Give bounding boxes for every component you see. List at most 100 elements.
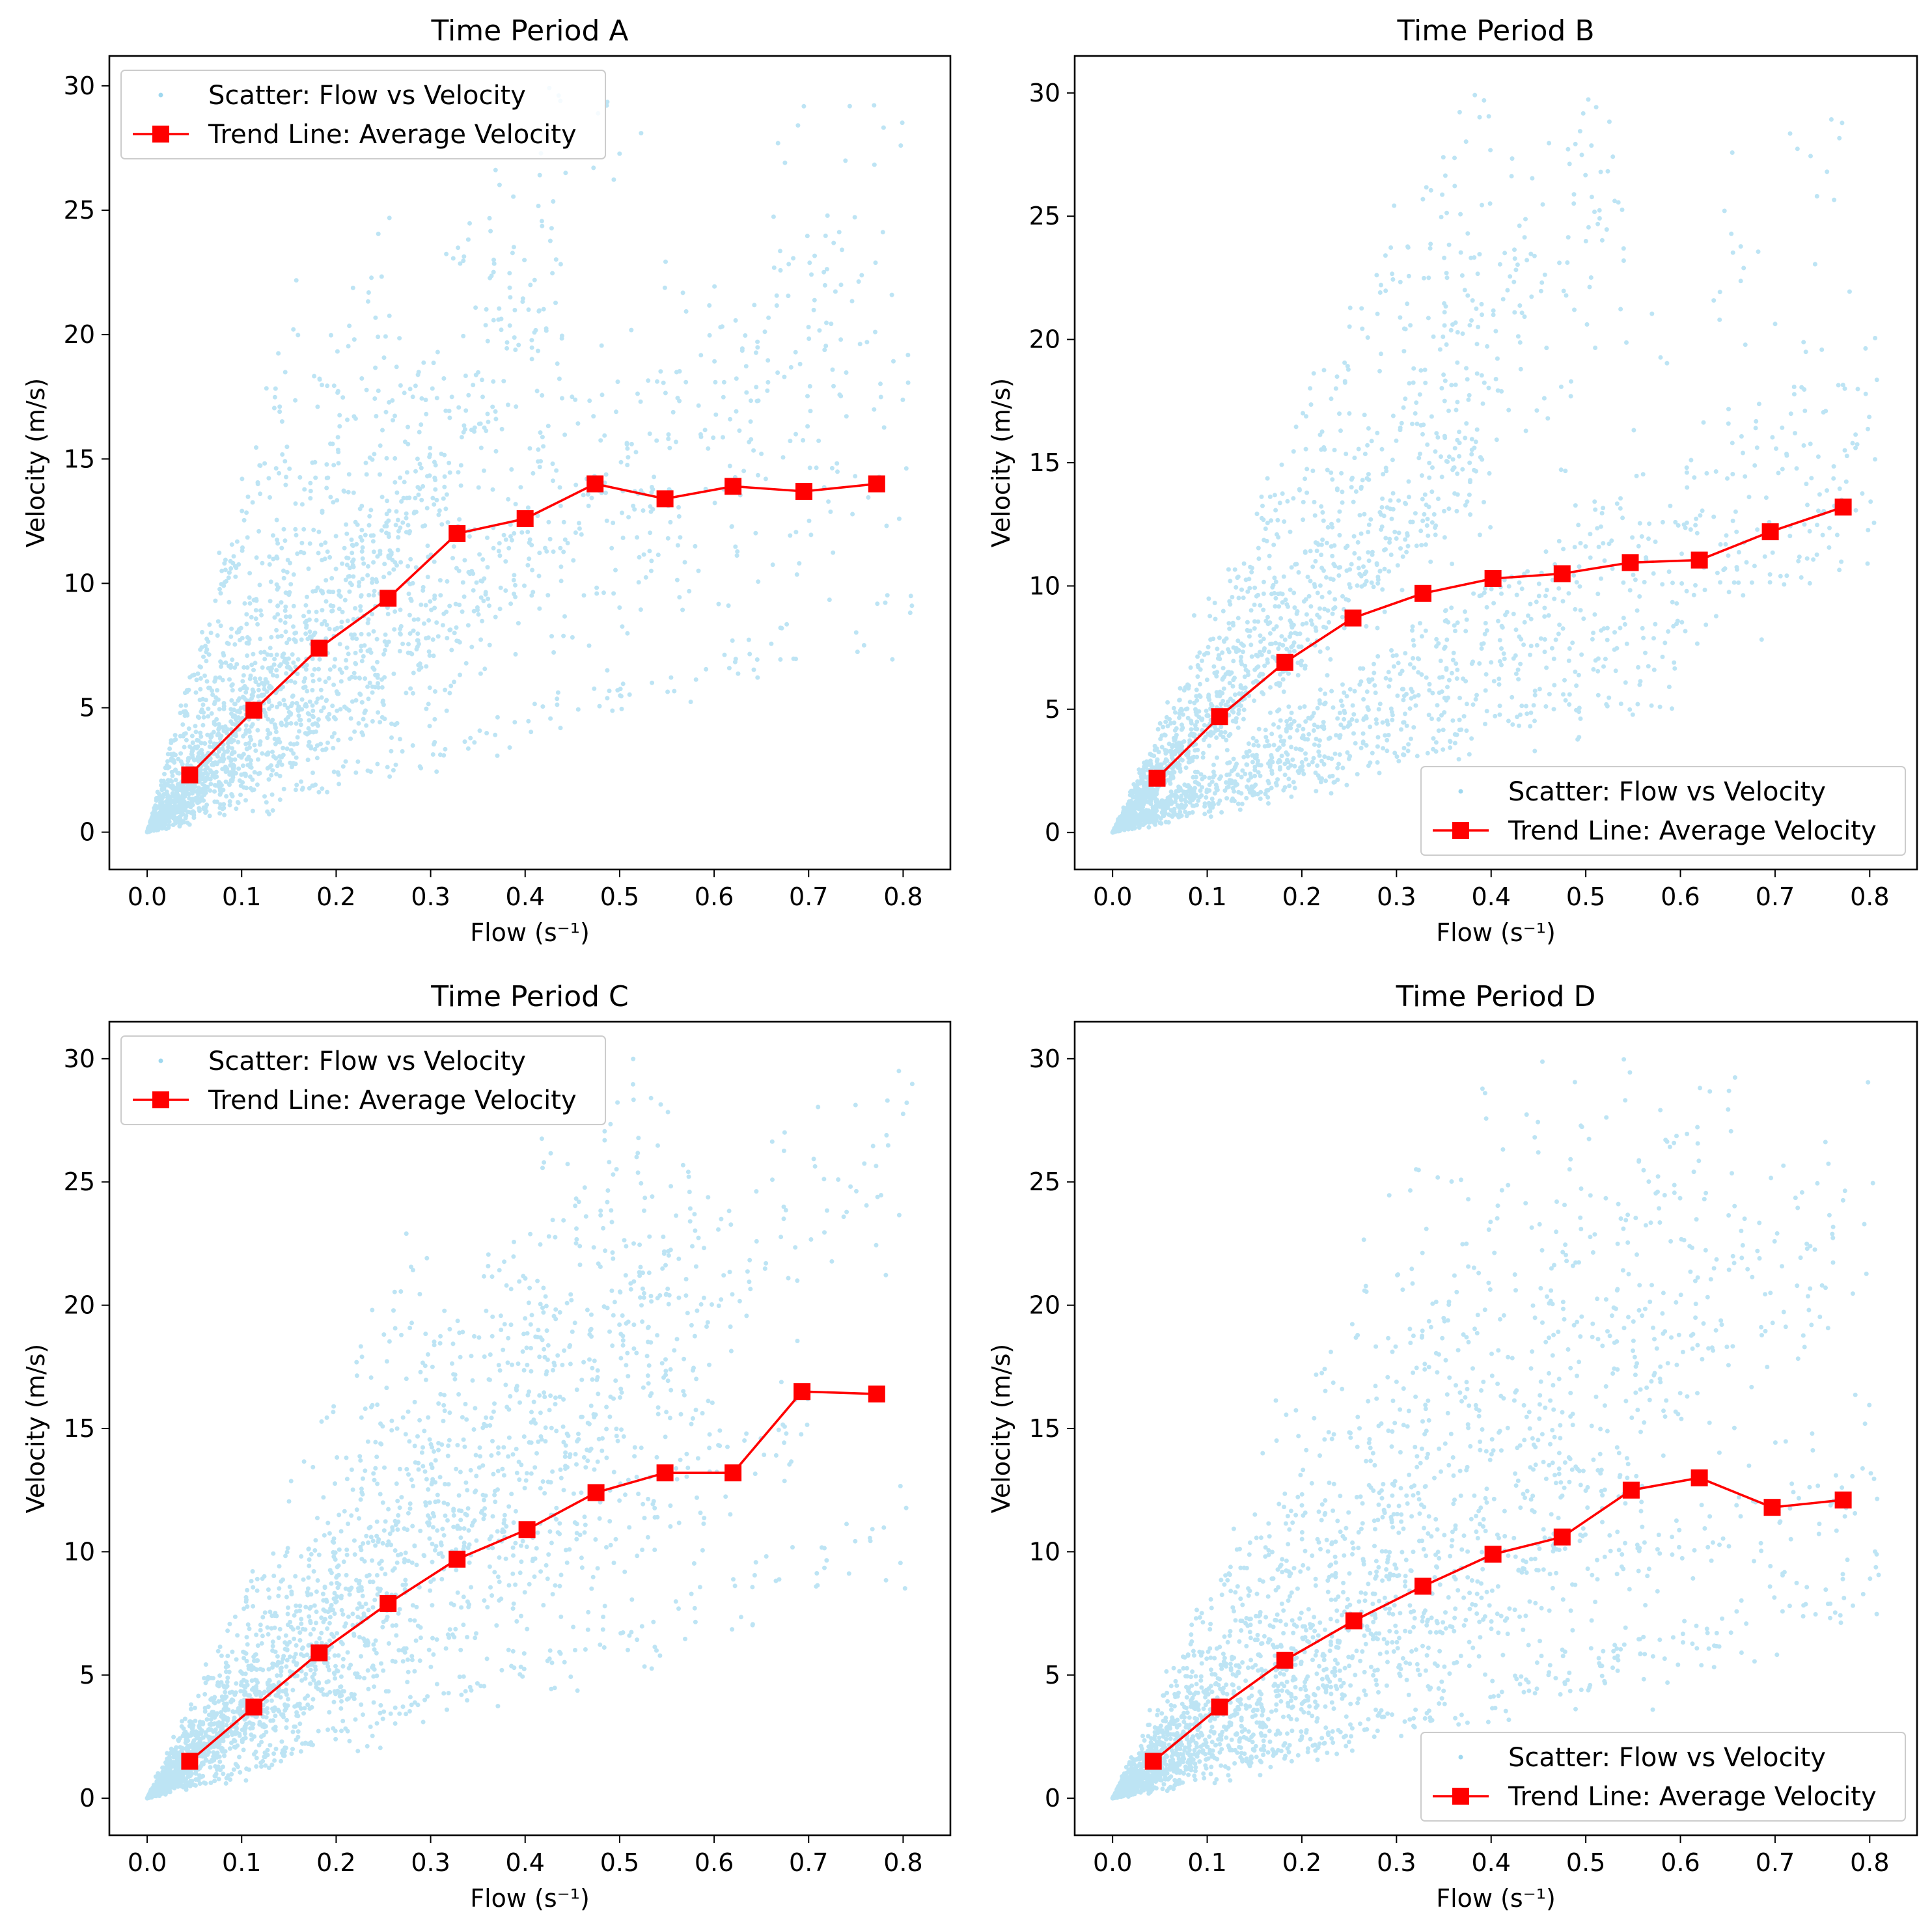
y-tick-label: 15 (1029, 1414, 1060, 1443)
trend-marker (181, 766, 199, 784)
x-tick-label: 0.6 (695, 882, 734, 911)
legend-trend-marker (152, 126, 169, 143)
axes-frame (108, 55, 952, 871)
y-tick-label: 5 (1045, 1661, 1060, 1689)
scatter-cloud (145, 1056, 915, 1801)
trend-marker (868, 1386, 885, 1402)
y-tick-label: 0 (1045, 818, 1060, 847)
y-tick-label: 20 (1029, 325, 1060, 354)
trend-marker (1834, 499, 1852, 516)
y-tick-label: 5 (1045, 695, 1060, 724)
legend-box (1420, 766, 1906, 856)
x-tick-label: 0.1 (1187, 1848, 1226, 1877)
y-tick-label: 25 (1029, 1168, 1060, 1196)
trend-marker (656, 490, 674, 508)
y-tick-label: 5 (79, 694, 95, 722)
y-tick-label: 15 (1029, 448, 1060, 477)
x-tick-label: 0.5 (600, 1848, 639, 1877)
y-tick-label: 20 (64, 320, 95, 349)
trend-marker (1276, 653, 1293, 671)
trend-marker (1276, 1652, 1293, 1669)
x-tick-label: 0.1 (1187, 882, 1226, 911)
legend-entry-scatter: Scatter: Flow vs Velocity (208, 1046, 526, 1076)
x-tick-label: 0.7 (789, 1848, 828, 1877)
trend-marker (1148, 769, 1166, 787)
subplot-title: Time Period A (431, 14, 629, 48)
x-tick-label: 0.0 (1093, 882, 1132, 911)
scatter-points (145, 1056, 915, 1801)
y-tick-label: 20 (64, 1291, 95, 1320)
trend-marker (1834, 1491, 1852, 1509)
trend-marker (181, 1753, 199, 1770)
legend: Scatter: Flow vs Velocity Trend Line: Ave… (120, 70, 606, 159)
y-axis-label: Velocity (m/s) (21, 378, 50, 547)
x-axis-label: Flow (s⁻¹) (470, 1884, 590, 1913)
y-tick-label: 30 (64, 72, 95, 100)
y-tick-label: 15 (64, 444, 95, 473)
x-tick-label: 0.1 (222, 882, 261, 911)
legend-entry-trend: Trend Line: Average Velocity (208, 120, 577, 150)
y-tick-label: 10 (1029, 571, 1060, 600)
trend-marker (1763, 1499, 1781, 1516)
x-axis-label: Flow (s⁻¹) (1436, 1884, 1556, 1913)
trend-marker (1690, 1469, 1708, 1486)
y-tick-label: 25 (1029, 202, 1060, 230)
y-tick-label: 20 (1029, 1291, 1060, 1320)
scatter-points (1110, 1057, 1881, 1801)
trend-marker (586, 475, 604, 493)
legend-scatter-swatch (158, 92, 163, 98)
x-tick-label: 0.2 (1282, 882, 1321, 911)
x-tick-label: 0.4 (506, 882, 545, 911)
x-tick-label: 0.7 (1756, 1848, 1795, 1877)
x-tick-label: 0.1 (222, 1848, 261, 1877)
x-tick-label: 0.2 (316, 882, 355, 911)
x-tick-label: 0.5 (1566, 1848, 1605, 1877)
legend-entry-scatter: Scatter: Flow vs Velocity (1508, 777, 1826, 807)
x-tick-label: 0.3 (411, 1848, 450, 1877)
trend-marker (518, 1521, 536, 1538)
x-tick-label: 0.7 (1756, 882, 1795, 911)
x-tick-label: 0.0 (128, 1848, 167, 1877)
trend-marker (1484, 570, 1502, 587)
legend-scatter-swatch (1458, 1755, 1463, 1760)
x-tick-label: 0.3 (411, 882, 450, 911)
legend-trend-marker (1452, 1788, 1469, 1805)
legend-trend-marker (152, 1091, 169, 1108)
y-tick-label: 10 (64, 569, 95, 597)
trend-marker (1144, 1753, 1162, 1770)
x-axis-label: Flow (s⁻¹) (470, 918, 590, 947)
subplot-d: 0.0 0.1 0.2 0.3 0.4 0.5 0.6 0.7 0.8 0 5 10 15 20 25 30 T… (987, 980, 1918, 1913)
trend-marker (310, 1644, 328, 1661)
x-tick-label: 0.5 (600, 882, 639, 911)
trend-marker (380, 1594, 397, 1612)
subplot-c: 0.0 0.1 0.2 0.3 0.4 0.5 0.6 0.7 0.8 0 5 10 15 20 25 30 T… (21, 980, 952, 1913)
trend-marker (795, 483, 812, 500)
trend-marker (1553, 1528, 1571, 1546)
y-tick-label: 10 (64, 1537, 95, 1566)
legend-entry-scatter: Scatter: Flow vs Velocity (1508, 1743, 1826, 1773)
x-tick-label: 0.3 (1377, 1848, 1416, 1877)
legend: Scatter: Flow vs Velocity Trend Line: Ave… (1420, 766, 1906, 856)
x-tick-label: 0.8 (883, 882, 922, 911)
trend-marker (587, 1484, 605, 1501)
trend-marker (1484, 1546, 1502, 1563)
x-tick-label: 0.4 (1472, 1848, 1511, 1877)
legend-scatter-swatch (1458, 789, 1463, 794)
legend-box (120, 70, 606, 159)
y-tick-label: 30 (1029, 79, 1060, 107)
trend-marker (1414, 584, 1431, 602)
legend: Scatter: Flow vs Velocity Trend Line: Ave… (1420, 1732, 1906, 1822)
x-tick-label: 0.0 (128, 882, 167, 911)
x-tick-label: 0.8 (1850, 1848, 1889, 1877)
trend-marker (1622, 554, 1639, 571)
subplot-a: 0.0 0.1 0.2 0.3 0.4 0.5 0.6 0.7 0.8 0 5 10 15 20 25 30 T… (21, 14, 952, 947)
trend-marker (1211, 1699, 1228, 1715)
trend-marker (245, 702, 263, 719)
y-axis-label: Velocity (m/s) (987, 378, 1015, 547)
y-tick-label: 0 (79, 1784, 95, 1812)
trend-marker (310, 639, 328, 657)
trend-marker (1345, 1612, 1362, 1630)
legend-scatter-swatch (158, 1058, 163, 1063)
legend: Scatter: Flow vs Velocity Trend Line: Ave… (120, 1035, 606, 1125)
